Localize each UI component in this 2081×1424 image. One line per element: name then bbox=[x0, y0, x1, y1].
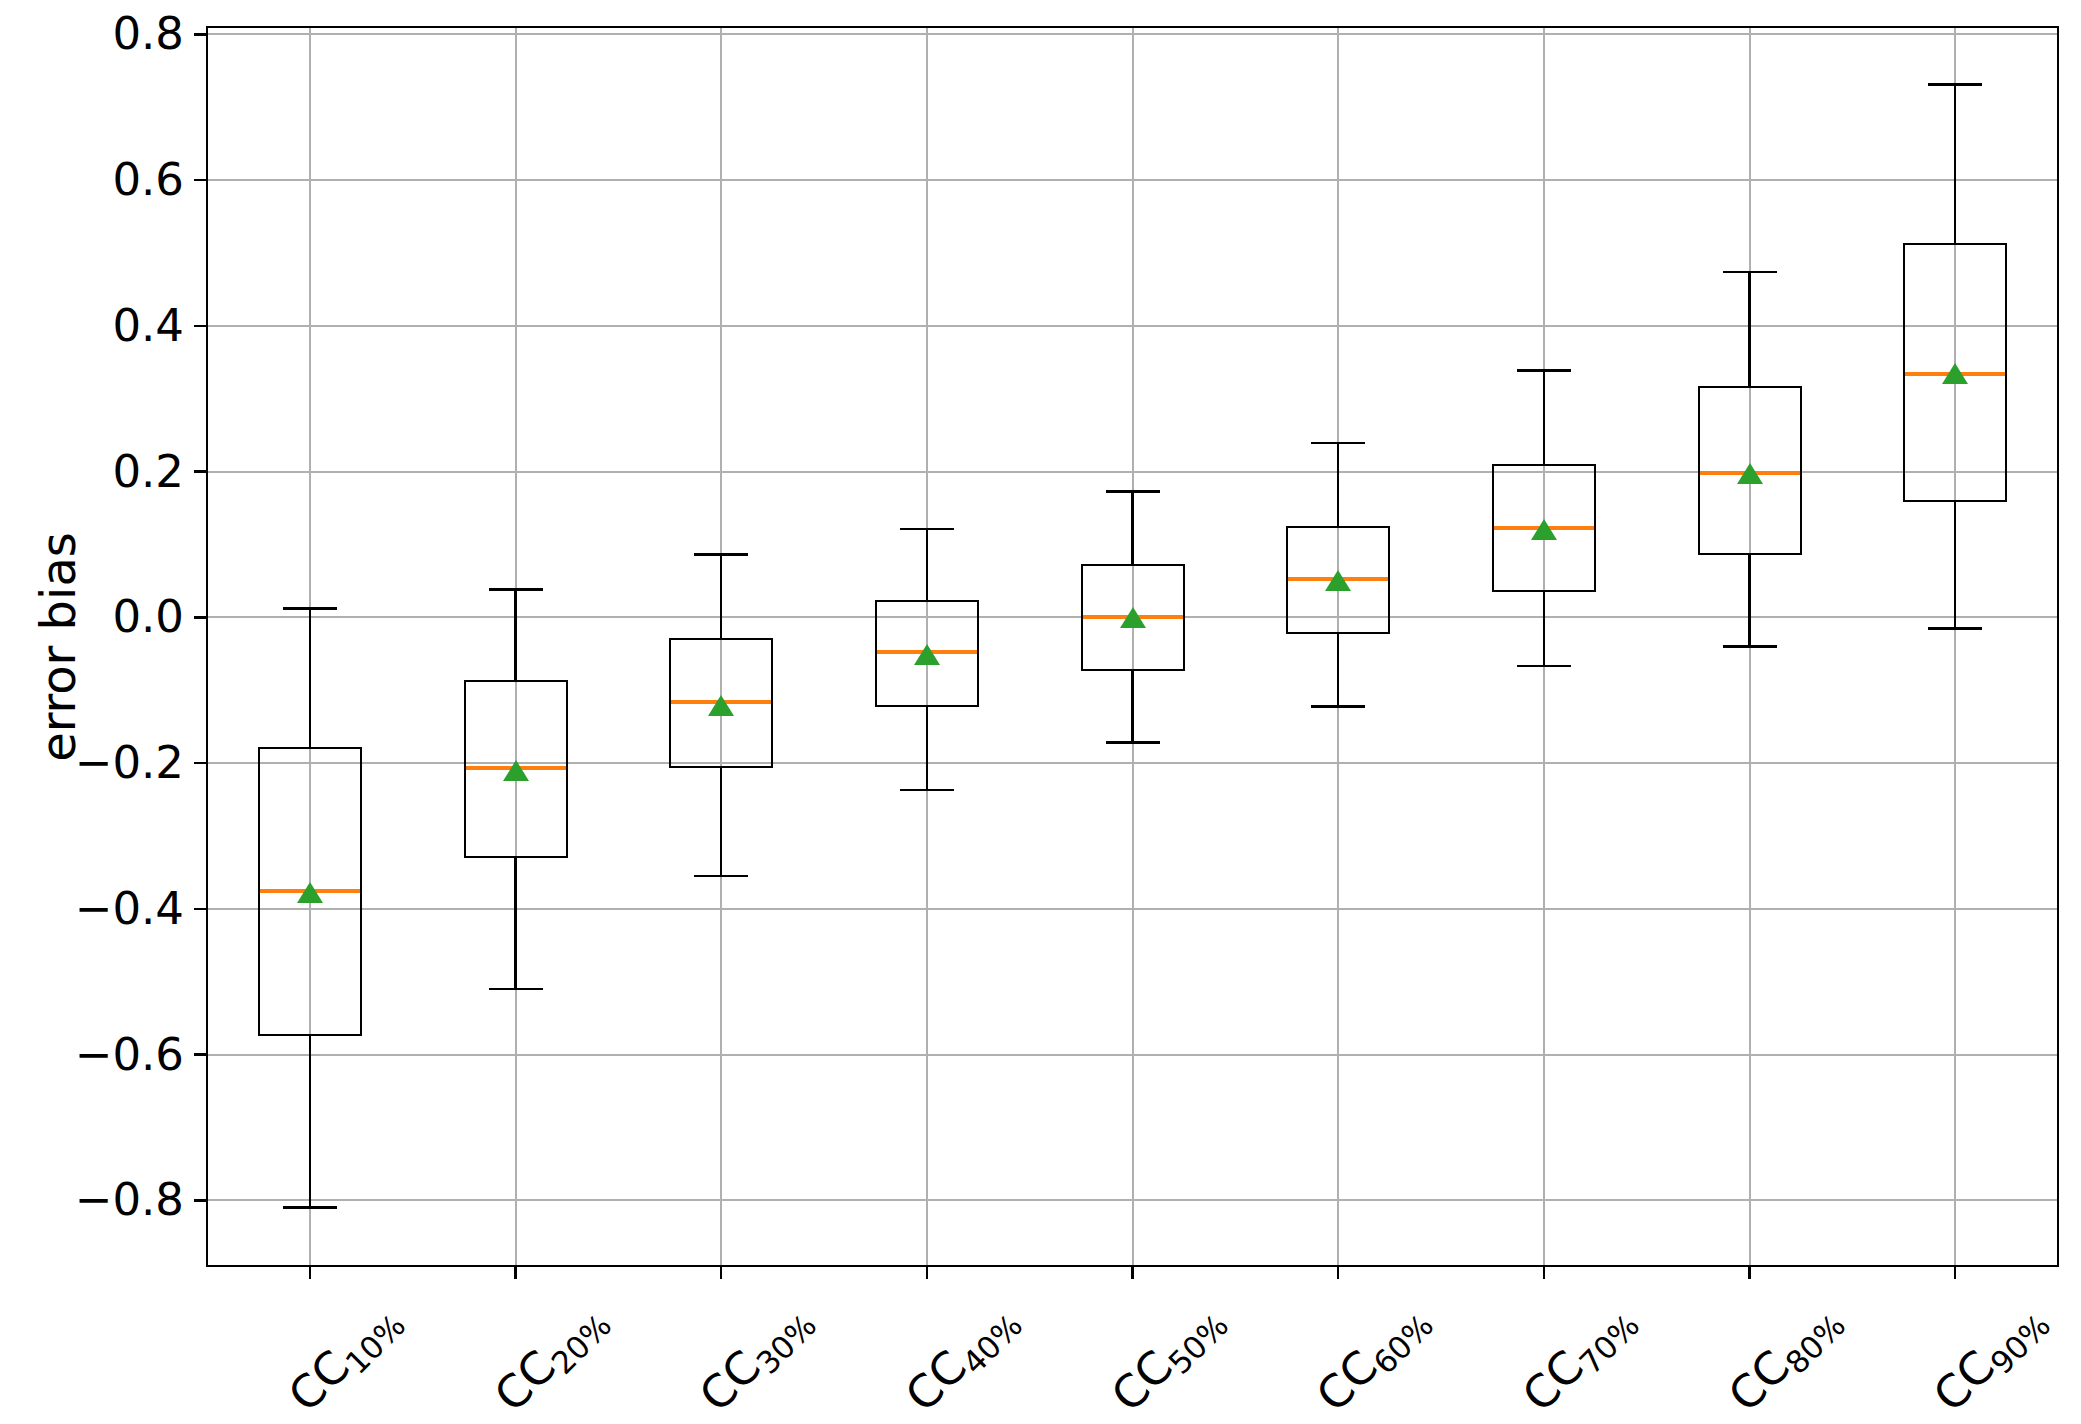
x-tick bbox=[1131, 1266, 1134, 1279]
x-tick bbox=[1748, 1266, 1751, 1279]
x-tick bbox=[1337, 1266, 1340, 1279]
y-tick-label: −0.2 bbox=[0, 739, 184, 787]
x-tick-label: CC70% bbox=[1394, 1292, 1646, 1424]
x-tick-label: CC20% bbox=[365, 1292, 617, 1424]
x-tick-label: CC50% bbox=[982, 1292, 1234, 1424]
y-tick-label: 0.4 bbox=[0, 302, 184, 350]
y-tick-label: 0.8 bbox=[0, 10, 184, 58]
x-tick-label: CC30% bbox=[571, 1292, 823, 1424]
x-tick bbox=[720, 1266, 723, 1279]
x-tick-label: CC80% bbox=[1599, 1292, 1851, 1424]
y-tick-label: −0.8 bbox=[0, 1176, 184, 1224]
boxplot-figure: error bias 0.80.60.40.20.0−0.2−0.4−0.6−0… bbox=[0, 0, 2081, 1424]
axes-spines bbox=[206, 26, 2059, 1267]
x-tick bbox=[1954, 1266, 1957, 1279]
x-tick-label: CC60% bbox=[1188, 1292, 1440, 1424]
x-tick-label: CC40% bbox=[777, 1292, 1029, 1424]
x-tick-label: CC90% bbox=[1805, 1292, 2057, 1424]
x-tick bbox=[514, 1266, 517, 1279]
y-tick-label: 0.2 bbox=[0, 448, 184, 496]
y-tick-label: 0.6 bbox=[0, 156, 184, 204]
y-tick-label: −0.4 bbox=[0, 885, 184, 933]
y-tick-label: −0.6 bbox=[0, 1031, 184, 1079]
x-tick bbox=[926, 1266, 929, 1279]
x-tick bbox=[1543, 1266, 1546, 1279]
x-tick-label: CC10% bbox=[160, 1292, 412, 1424]
y-tick-label: 0.0 bbox=[0, 593, 184, 641]
x-tick bbox=[309, 1266, 312, 1279]
